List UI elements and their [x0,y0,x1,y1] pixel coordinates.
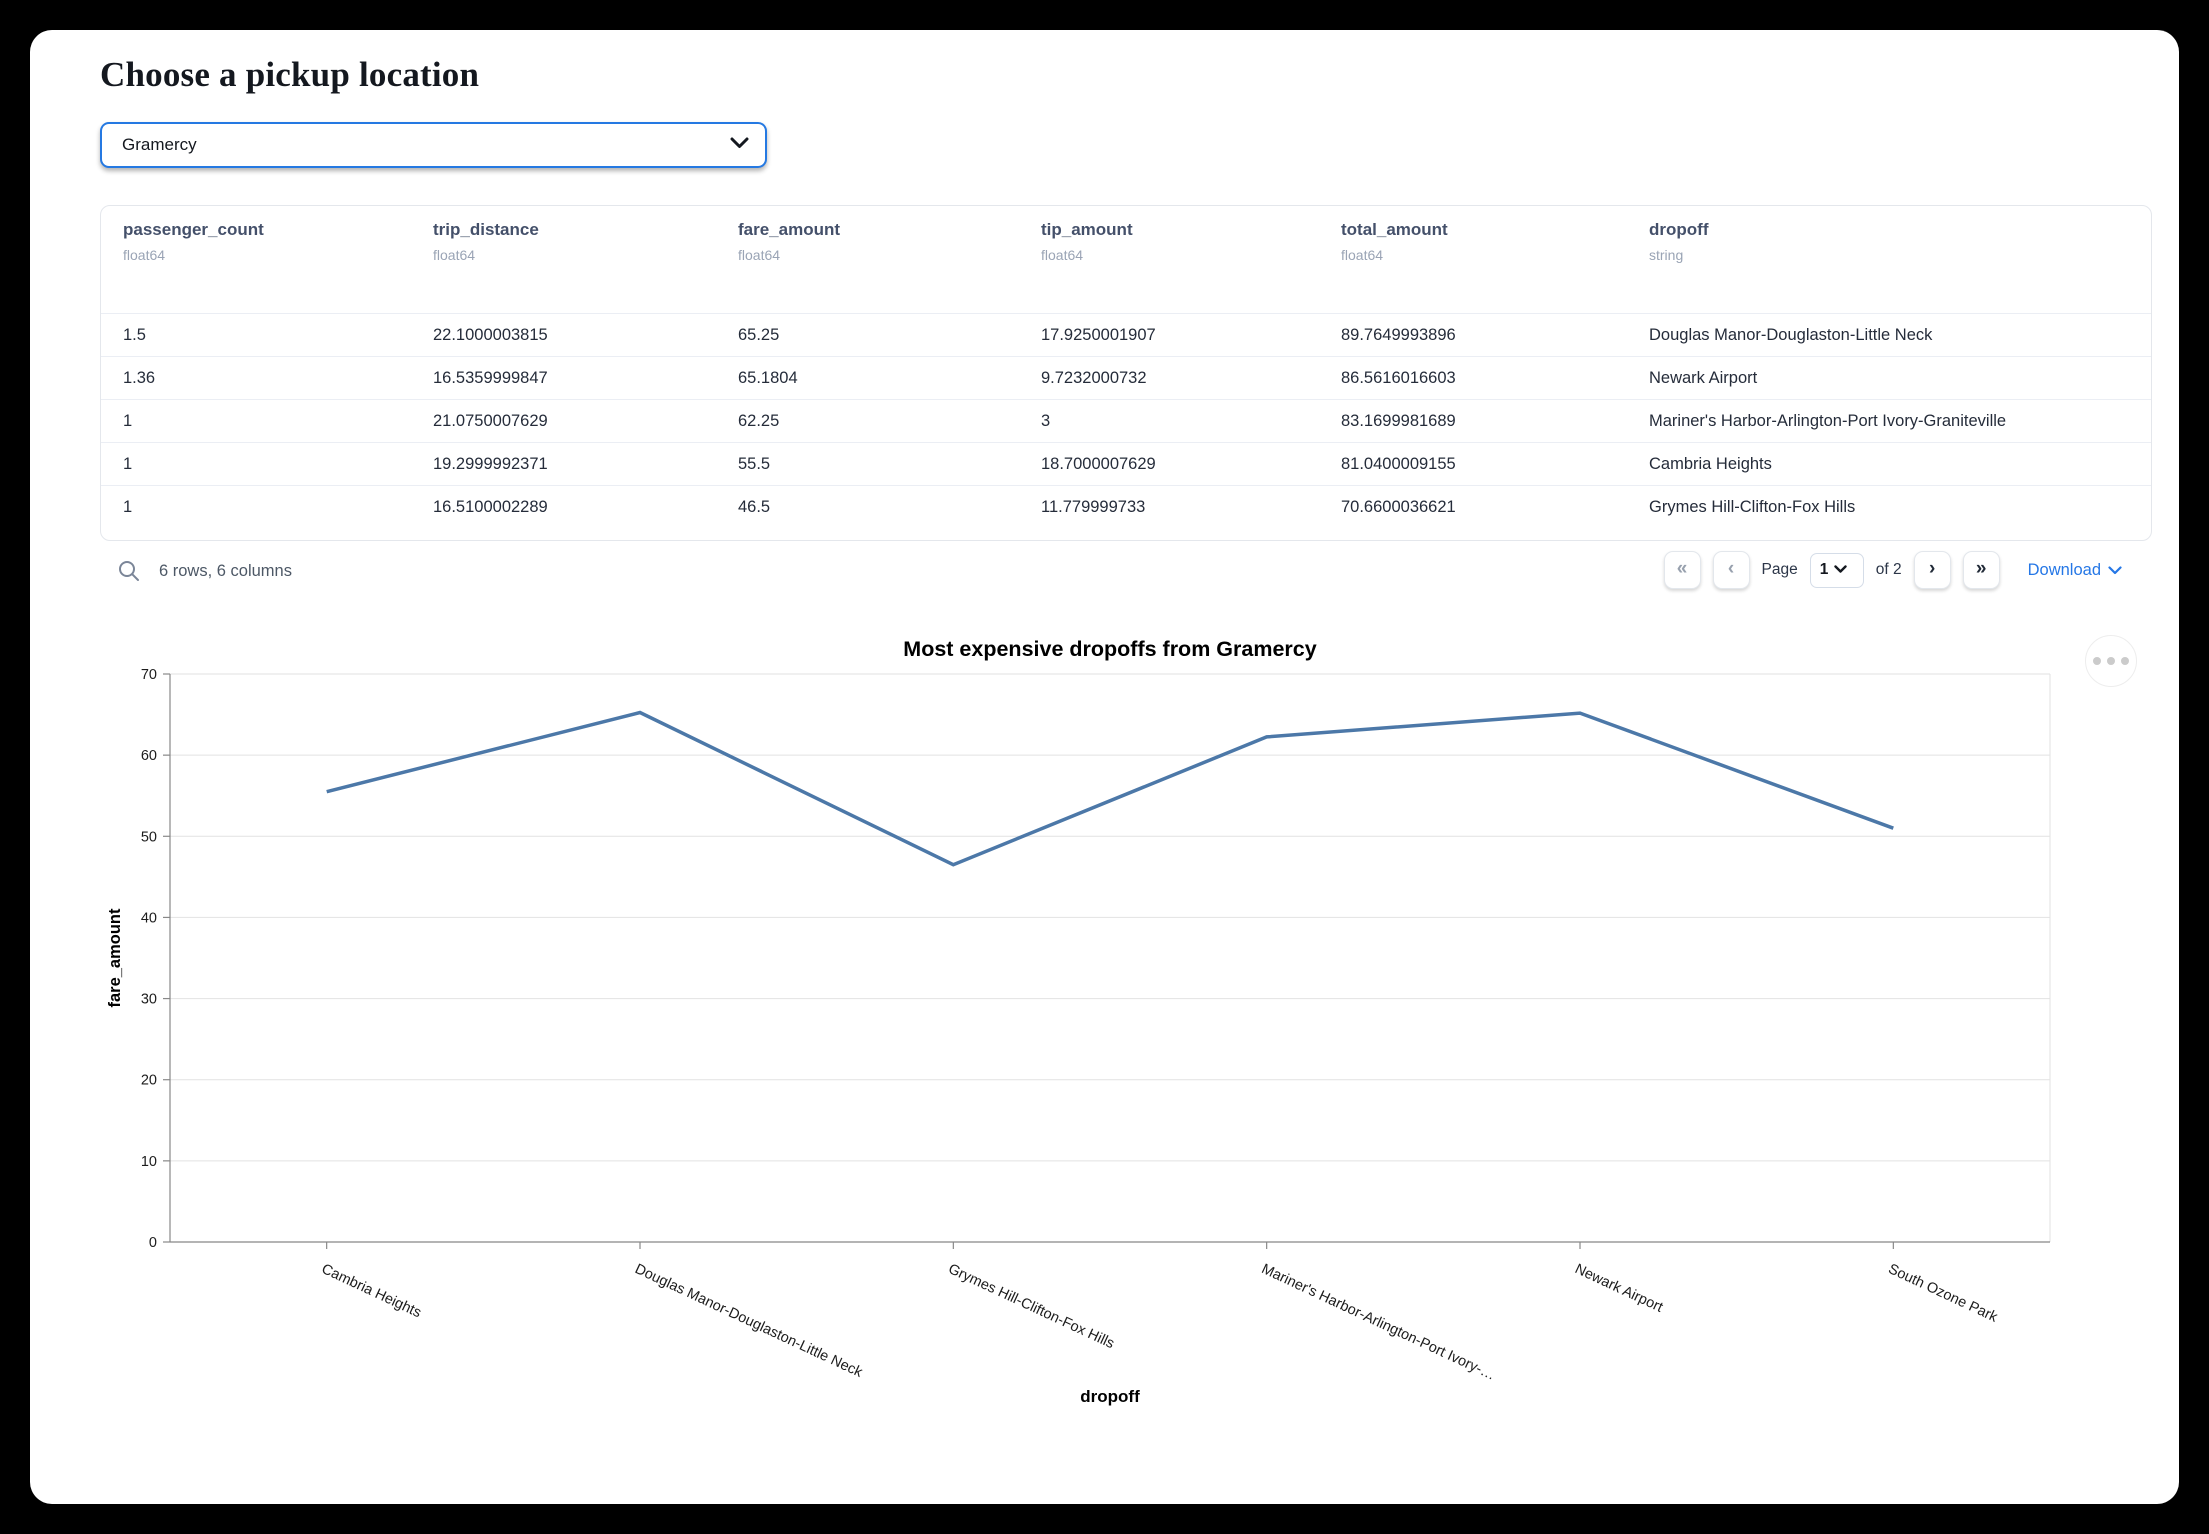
column-header-tip_amount[interactable]: tip_amount float64 [1019,206,1319,313]
x-tick-label: Newark Airport [1572,1261,1665,1316]
column-name: trip_distance [433,220,539,239]
column-type: float64 [1041,247,1084,263]
chart-actions-menu-icon[interactable] [2085,635,2137,687]
table-cell: 81.0400009155 [1341,454,1456,473]
x-tick-label: Cambria Heights [319,1261,424,1321]
table-cell: 11.779999733 [1041,497,1146,516]
column-type: float64 [738,247,781,263]
table-cell: 3 [1041,411,1051,430]
table-footer: 6 rows, 6 columns [116,558,292,584]
column-header-passenger_count[interactable]: passenger_count float64 [101,206,411,313]
next-page-button[interactable]: › [1913,551,1951,589]
table-row[interactable]: 1.36 16.5359999847 65.1804 9.7232000732 86.5… [101,356,2151,399]
pagination: « ‹ Page 1 of 2 › » Download [1663,551,2122,589]
table-cell: 1 [123,454,133,473]
x-tick-label: Douglas Manor-Douglaston-Little Neck [632,1261,865,1381]
download-label: Download [2027,560,2101,579]
table-cell: 19.2999992371 [433,454,548,473]
y-tick-label: 10 [141,1154,157,1170]
table-row[interactable]: 1 21.0750007629 62.25 3 83.1699981689 Mariner… [101,399,2151,442]
column-header-dropoff[interactable]: dropoff string [1627,206,2151,313]
column-header-total_amount[interactable]: total_amount float64 [1319,206,1627,313]
table-cell: 17.9250001907 [1041,325,1156,344]
page-count-label: of 2 [1875,561,1902,578]
app-page: Choose a pickup location Gramercy passen… [30,30,2179,1504]
y-tick-label: 30 [141,992,157,1008]
column-type: float64 [1341,247,1384,263]
first-page-button[interactable]: « [1663,551,1701,589]
x-tick-label: South Ozone Park [1886,1261,2001,1326]
chevron-down-icon [730,136,749,154]
y-tick-label: 40 [141,910,157,926]
prev-page-button[interactable]: ‹ [1712,551,1750,589]
table-row[interactable]: 1 16.5100002289 46.5 11.779999733 70.6600036… [101,485,2151,528]
table-cell: 65.25 [738,325,780,344]
column-name: fare_amount [738,220,841,239]
table-cell: Mariner's Harbor-Arlington-Port Ivory-Gr… [1649,411,2007,430]
table-body: 1.5 22.1000003815 65.25 17.9250001907 89.764… [101,313,2151,528]
table-cell: 1 [123,411,133,430]
x-tick-label: Grymes Hill-Clifton-Fox Hills [946,1261,1117,1352]
y-tick-label: 60 [141,748,157,764]
y-tick-label: 0 [149,1235,157,1251]
column-name: tip_amount [1041,220,1133,239]
pickup-location-select[interactable]: Gramercy [100,122,767,168]
table-cell: 89.7649993896 [1341,325,1456,344]
column-name: dropoff [1649,220,1709,239]
chart-title: Most expensive dropoffs from Gramercy [903,637,1316,661]
table-row[interactable]: 1.5 22.1000003815 65.25 17.9250001907 89.764… [101,313,2151,356]
last-page-button[interactable]: » [1962,551,2000,589]
x-tick-label: Mariner's Harbor-Arlington-Port Ivory-… [1259,1261,1498,1384]
table-cell: 21.0750007629 [433,411,548,430]
chevron-down-icon [1834,561,1848,579]
table-row[interactable]: 1 19.2999992371 55.5 18.7000007629 81.040000… [101,442,2151,485]
page-label: Page [1761,561,1798,578]
column-name: total_amount [1341,220,1448,239]
chart-canvas: 0 10 20 30 40 50 60 70 Cambria Heights Douglas Ma… [106,637,2051,1406]
rows-summary: 6 rows, 6 columns [159,561,292,580]
table-cell: 16.5100002289 [433,497,548,516]
table-cell: 1.36 [123,368,156,387]
table-cell: 18.7000007629 [1041,454,1156,473]
y-tick-label: 70 [141,667,157,683]
table-cell: 55.5 [738,454,771,473]
chevron-down-icon [2108,561,2122,580]
table-cell: Grymes Hill-Clifton-Fox Hills [1649,497,1856,516]
column-type: string [1649,247,1684,263]
y-axis-title: fare_amount [106,908,124,1008]
y-tick-label: 50 [141,829,157,845]
search-icon[interactable] [116,558,142,584]
x-axis-title: dropoff [1080,1387,1140,1406]
table-cell: 83.1699981689 [1341,411,1456,430]
table-cell: 62.25 [738,411,780,430]
table-cell: 86.5616016603 [1341,368,1456,387]
page-number-select[interactable]: 1 [1809,552,1864,588]
fare-amount-line-series [326,710,1894,867]
table-cell: Cambria Heights [1649,454,1772,473]
table-cell: 9.7232000732 [1041,368,1147,387]
column-type: float64 [123,247,166,263]
fare-line-chart: 0 10 20 30 40 50 60 70 Cambria Heights Douglas Ma… [30,630,2179,1500]
table-cell: 16.5359999847 [433,368,548,387]
table-cell: 70.6600036621 [1341,497,1456,516]
column-type: float64 [433,247,476,263]
y-tick-label: 20 [141,1073,157,1089]
page-title: Choose a pickup location [100,55,480,94]
column-header-trip_distance[interactable]: trip_distance float64 [411,206,716,313]
table-cell: 22.1000003815 [433,325,548,344]
table-cell: 65.1804 [738,368,798,387]
table-cell: 1.5 [123,325,146,344]
table-cell: 1 [123,497,133,516]
table-cell: 46.5 [738,497,771,516]
column-name: passenger_count [123,220,264,239]
pickup-location-selected-value: Gramercy [122,135,197,154]
column-header-fare_amount[interactable]: fare_amount float64 [716,206,1019,313]
page-number-value: 1 [1819,561,1829,578]
download-button[interactable]: Download [2028,561,2122,580]
table-cell: Newark Airport [1649,368,1758,387]
table-cell: Douglas Manor-Douglaston-Little Neck [1649,325,1933,344]
